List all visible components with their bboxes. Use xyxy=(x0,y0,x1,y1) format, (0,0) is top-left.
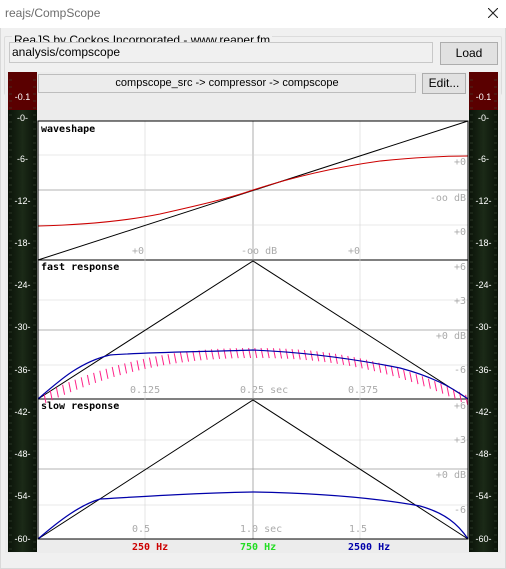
right-meter-label: -0.1 xyxy=(476,92,492,102)
left-meter-label: -30- xyxy=(14,322,30,332)
right-meter-label: -42- xyxy=(475,407,491,417)
left-meter-label: -0.1 xyxy=(15,92,31,102)
right-meter-label: -6- xyxy=(478,154,489,164)
right-meter-label: -12- xyxy=(475,196,491,206)
left-peak-indicator xyxy=(8,72,37,110)
left-meter-label: -48- xyxy=(14,449,30,459)
close-icon xyxy=(488,8,498,18)
left-level-meter: -0.1 -0- -6- -12- -18- -24- -30- -36- -42- -48- -5… xyxy=(8,72,37,552)
left-meter-label: -12- xyxy=(14,196,30,206)
right-peak-indicator xyxy=(469,72,498,110)
left-meter-label: -36- xyxy=(14,365,30,375)
left-meter-label: -54- xyxy=(14,491,30,501)
left-meter-label: -0- xyxy=(17,113,28,123)
right-meter-label: -18- xyxy=(475,238,491,248)
close-button[interactable] xyxy=(480,0,506,26)
left-meter-label: -60- xyxy=(14,534,30,544)
load-button[interactable]: Load xyxy=(440,42,498,65)
right-level-meter: -0.1 -0- -6- -12- -18- -24- -30- -36- -42- -48- -5… xyxy=(469,72,498,552)
left-meter-label: -6- xyxy=(17,154,28,164)
left-meter-label: -24- xyxy=(14,280,30,290)
window-title: reajs/CompScope xyxy=(5,6,101,20)
left-meter-label: -18- xyxy=(14,238,30,248)
script-path-field[interactable]: analysis/compscope xyxy=(9,42,433,63)
routing-label: compscope_src -> compressor -> compscope xyxy=(38,74,416,93)
right-meter-label: -0- xyxy=(478,113,489,123)
edit-button[interactable]: Edit... xyxy=(422,73,466,94)
right-meter-label: -54- xyxy=(475,491,491,501)
right-meter-label: -48- xyxy=(475,449,491,459)
right-meter-label: -36- xyxy=(475,365,491,375)
left-meter-label: -42- xyxy=(14,407,30,417)
title-bar: reajs/CompScope xyxy=(0,0,506,28)
right-meter-label: -30- xyxy=(475,322,491,332)
right-meter-label: -24- xyxy=(475,280,491,290)
plugin-area xyxy=(5,72,501,553)
right-meter-label: -60- xyxy=(475,534,491,544)
